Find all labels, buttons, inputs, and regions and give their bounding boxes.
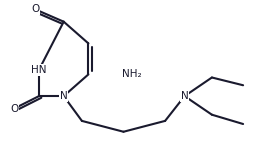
Text: HN: HN [31,65,47,75]
Text: O: O [31,4,39,14]
Text: N: N [60,91,68,101]
Text: O: O [10,104,18,113]
Text: N: N [181,91,188,101]
Text: NH₂: NH₂ [122,69,142,79]
